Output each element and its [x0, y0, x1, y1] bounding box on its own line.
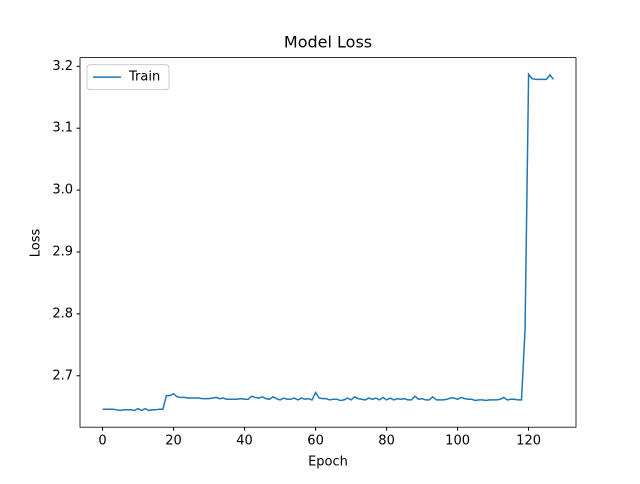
x-axis-label: Epoch — [308, 455, 348, 470]
line-series — [102, 72, 555, 412]
y-tick-label: 2.9 — [52, 244, 73, 259]
x-tick-label: 40 — [236, 434, 253, 449]
x-tick-label: 80 — [378, 434, 395, 449]
x-tick-label: 120 — [516, 434, 541, 449]
y-tick-label: 3.2 — [52, 59, 73, 74]
y-tick-label: 2.7 — [52, 368, 73, 383]
y-tick-label: 2.8 — [52, 306, 73, 321]
chart-title: Model Loss — [284, 33, 372, 52]
x-tick-label: 60 — [307, 434, 324, 449]
x-tick-label: 100 — [445, 434, 470, 449]
y-axis-label: Loss — [29, 229, 44, 258]
x-tick-label: 20 — [165, 434, 182, 449]
y-tick-label: 3.0 — [52, 183, 73, 198]
plot-frame — [79, 57, 577, 428]
legend-label: Train — [128, 70, 160, 85]
y-tick-label: 3.1 — [52, 121, 73, 136]
legend-box — [86, 64, 170, 91]
x-tick-label: 0 — [98, 434, 106, 449]
